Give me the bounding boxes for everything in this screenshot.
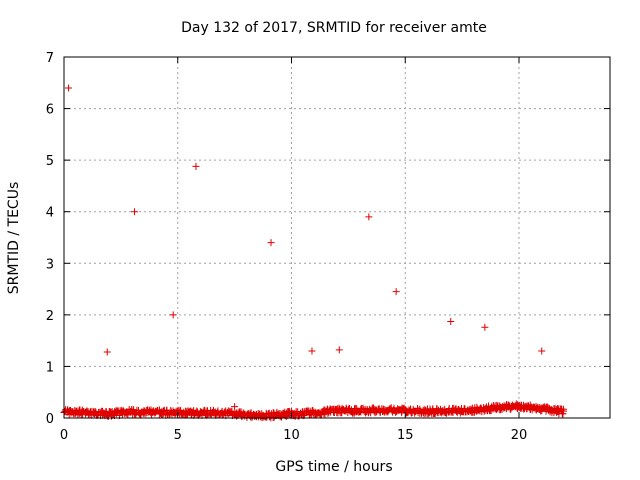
baseline-point <box>400 404 408 412</box>
data-point <box>65 84 73 92</box>
x-tick-label: 15 <box>397 428 414 443</box>
data-point <box>335 346 343 354</box>
x-tick-label: 10 <box>283 428 300 443</box>
data-point <box>169 311 177 319</box>
x-tick-label: 5 <box>174 428 182 443</box>
ticks-layer: 0 1 2 3 4 5 6 7 0 5 10 15 20 <box>46 51 610 443</box>
baseline-point <box>560 407 567 415</box>
y-tick-label: 5 <box>46 154 54 169</box>
data-point <box>192 162 200 170</box>
grid-layer <box>64 57 610 418</box>
x-tick-label: 20 <box>511 428 528 443</box>
data-point <box>481 323 489 331</box>
data-point <box>103 348 111 356</box>
y-tick-label: 3 <box>46 257 54 272</box>
data-point <box>365 213 373 221</box>
points-layer <box>60 84 568 422</box>
data-point <box>231 403 239 411</box>
x-tick-label: 0 <box>60 428 68 443</box>
y-tick-label: 2 <box>46 309 54 324</box>
baseline-point <box>524 402 532 410</box>
y-tick-label: 0 <box>46 412 54 427</box>
y-axis-label: SRMTID / TECUs <box>6 182 22 295</box>
data-point <box>538 347 546 355</box>
data-point <box>131 208 139 216</box>
baseline-point <box>325 407 333 415</box>
data-point <box>392 288 400 296</box>
plot-frame <box>63 56 611 419</box>
data-point <box>447 318 455 326</box>
data-point <box>267 239 275 247</box>
data-point <box>308 347 316 355</box>
chart-title: Day 132 of 2017, SRMTID for receiver amt… <box>181 20 487 36</box>
y-tick-label: 1 <box>46 360 54 375</box>
y-tick-label: 6 <box>46 103 54 118</box>
baseline-point <box>467 405 475 413</box>
baseline-point <box>488 403 496 411</box>
y-tick-label: 4 <box>46 206 54 221</box>
y-tick-label: 7 <box>46 51 54 66</box>
x-axis-label: GPS time / hours <box>275 459 392 475</box>
